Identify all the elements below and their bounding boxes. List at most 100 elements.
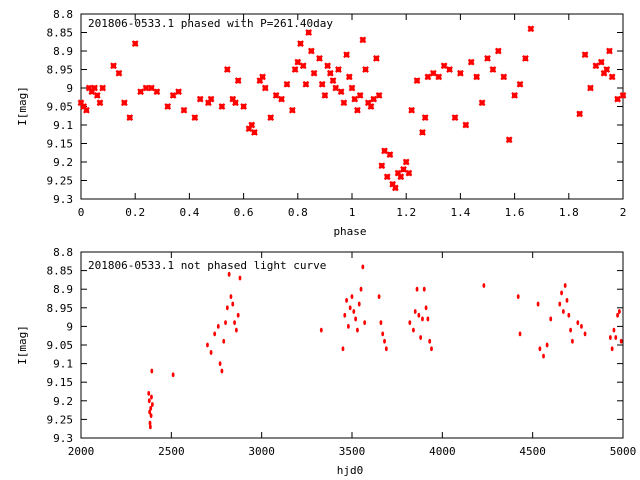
y-tick-label: 9.3 xyxy=(53,193,73,206)
data-point xyxy=(511,92,518,99)
data-point xyxy=(99,84,107,92)
data-point xyxy=(542,353,545,359)
data-point xyxy=(381,147,388,155)
data-point xyxy=(619,92,627,99)
data-point xyxy=(415,286,419,292)
data-point xyxy=(267,114,275,121)
data-point xyxy=(413,77,421,84)
data-point xyxy=(357,301,361,307)
data-point xyxy=(148,420,152,426)
y-tick-label: 9.2 xyxy=(53,156,73,169)
unphased-plot-frame xyxy=(80,251,624,439)
data-point xyxy=(402,158,410,166)
data-point xyxy=(617,309,621,314)
data-point xyxy=(220,368,224,374)
data-point xyxy=(424,73,432,81)
data-point xyxy=(370,95,378,103)
data-point xyxy=(85,84,93,92)
data-point xyxy=(484,55,491,62)
data-point xyxy=(394,169,402,177)
data-point xyxy=(412,327,415,333)
data-point xyxy=(227,271,231,277)
data-point xyxy=(229,95,237,103)
data-point xyxy=(223,66,231,73)
data-point xyxy=(356,92,364,99)
unphased-y-axis-label: I[mag] xyxy=(16,325,29,365)
data-point xyxy=(610,346,614,352)
x-tick-label: 1 xyxy=(349,206,356,219)
data-point xyxy=(426,316,430,322)
data-point xyxy=(348,84,356,92)
y-tick-label: 8.85 xyxy=(47,265,74,278)
data-point xyxy=(148,84,155,92)
data-point xyxy=(571,338,574,344)
data-point xyxy=(363,320,367,326)
data-point xyxy=(259,73,266,81)
data-point xyxy=(299,62,307,70)
data-point xyxy=(419,335,423,340)
data-point xyxy=(408,320,412,326)
data-point xyxy=(538,346,542,352)
y-tick-label: 8.9 xyxy=(53,45,73,58)
data-point xyxy=(561,309,565,314)
data-point xyxy=(294,58,302,66)
data-point xyxy=(324,62,331,70)
data-point xyxy=(350,294,354,300)
y-tick-label: 8.8 xyxy=(53,246,73,259)
data-point xyxy=(377,294,381,300)
data-point xyxy=(612,327,616,333)
data-point xyxy=(558,301,562,307)
unphased-data-points xyxy=(147,264,623,430)
data-point xyxy=(341,346,345,352)
data-point xyxy=(150,368,154,374)
data-point xyxy=(326,69,334,77)
data-point xyxy=(354,106,361,114)
data-point xyxy=(332,84,340,92)
data-point xyxy=(545,342,549,348)
data-point xyxy=(245,125,253,133)
phased-y-axis-label: I[mag] xyxy=(16,86,29,126)
data-point xyxy=(608,335,612,340)
data-point xyxy=(321,92,329,99)
data-point xyxy=(428,338,432,344)
data-point xyxy=(83,106,90,114)
y-tick-label: 9.05 xyxy=(47,339,74,352)
data-point xyxy=(196,95,204,103)
data-point xyxy=(518,331,522,337)
y-tick-label: 8.8 xyxy=(53,8,73,21)
data-point xyxy=(343,312,347,318)
data-point xyxy=(569,327,573,333)
data-point xyxy=(583,331,587,337)
data-point xyxy=(272,92,280,99)
x-tick-label: 0.4 xyxy=(179,206,199,219)
data-point xyxy=(289,106,296,114)
data-point xyxy=(381,331,385,337)
data-point xyxy=(302,80,310,88)
data-point xyxy=(164,103,172,110)
data-point xyxy=(576,110,584,118)
y-tick-label: 9 xyxy=(66,82,73,95)
y-tick-label: 9 xyxy=(66,320,73,333)
data-point xyxy=(346,324,350,329)
x-tick-label: 3500 xyxy=(339,445,366,458)
data-point xyxy=(560,290,563,296)
unphased-chart-title: 201806-0533.1 not phased light curve xyxy=(88,259,326,272)
data-point xyxy=(191,114,199,121)
data-point xyxy=(345,73,353,81)
y-tick-label: 9.1 xyxy=(53,358,73,371)
data-point xyxy=(614,335,618,340)
data-point xyxy=(424,305,428,311)
data-point xyxy=(278,95,285,103)
data-point xyxy=(238,275,242,281)
data-point xyxy=(175,88,182,96)
data-point xyxy=(261,84,269,92)
data-point xyxy=(619,338,623,344)
data-point xyxy=(457,69,464,77)
unphased-axis-ticks: 2000 2500 3000 3500 4000 4500 5000 8.8 8.85 8.9 8.… xyxy=(47,246,637,458)
data-point xyxy=(240,103,247,110)
unphased-x-axis-label: hjd0 xyxy=(337,464,364,477)
data-point xyxy=(283,80,291,88)
y-tick-label: 8.85 xyxy=(47,27,74,40)
data-point xyxy=(171,372,175,378)
x-tick-label: 2000 xyxy=(68,445,95,458)
